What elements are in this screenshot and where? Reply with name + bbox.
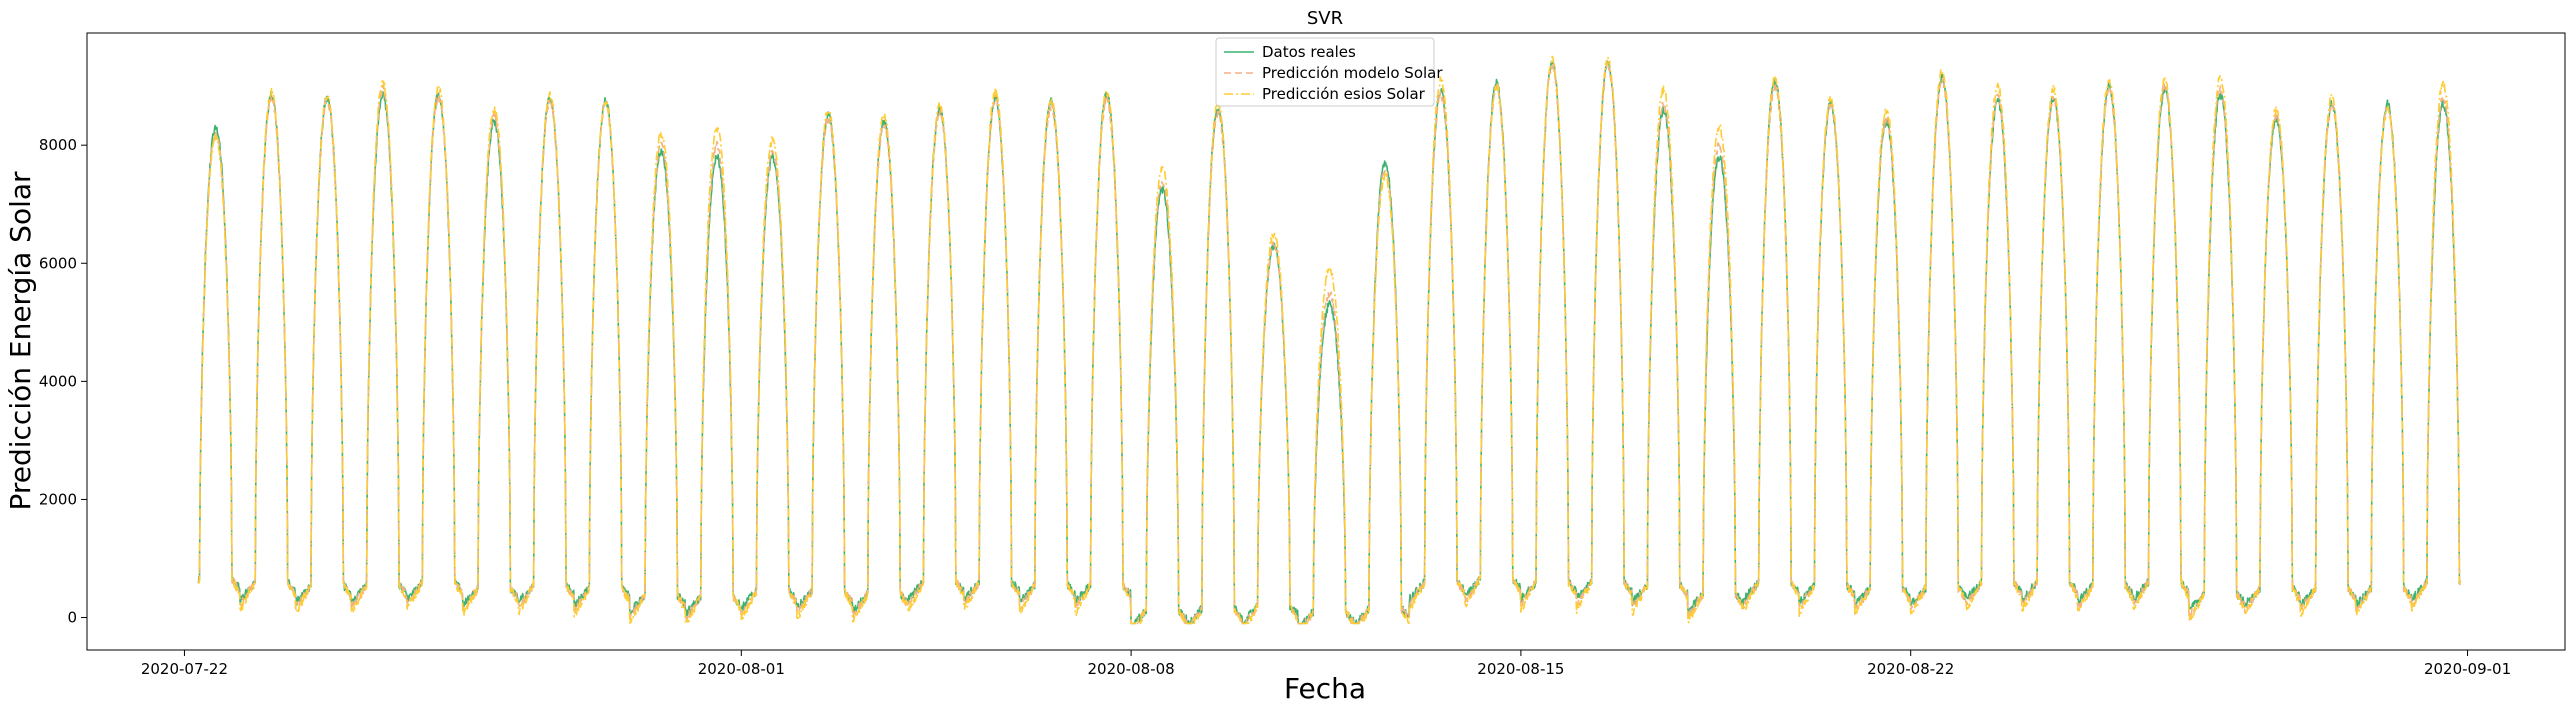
- series-line-1: [197, 60, 2462, 625]
- x-axis-label: Fecha: [1284, 672, 1366, 705]
- x-tick-label: 2020-08-22: [1867, 660, 1954, 678]
- plot-frame: [86, 32, 2566, 651]
- y-tick-label: 8000: [39, 136, 77, 154]
- x-axis: 2020-07-22 2020-08-01 2020-08-08 2020-08-15…: [141, 650, 2511, 678]
- series-layer: [197, 55, 2462, 625]
- x-tick-label: 2020-07-22: [141, 660, 228, 678]
- y-tick-label: 0: [67, 609, 77, 627]
- series-line-2: [197, 61, 2462, 625]
- series-line-3: [197, 55, 2462, 625]
- legend-box: [1215, 37, 1435, 107]
- legend: Datos reales Predicción modelo Solar Predi…: [1215, 37, 1443, 107]
- y-tick-label: 2000: [39, 490, 77, 508]
- y-axis: 0 2000 4000 6000 8000: [39, 136, 87, 627]
- chart-title: SVR: [1307, 8, 1343, 29]
- y-tick-label: 4000: [39, 372, 77, 390]
- y-tick-label: 6000: [39, 254, 77, 272]
- legend-label: Predicción modelo Solar: [1262, 64, 1443, 82]
- legend-label: Predicción esios Solar: [1262, 85, 1426, 103]
- x-tick-label: 2020-08-01: [698, 660, 785, 678]
- x-tick-label: 2020-08-15: [1477, 660, 1564, 678]
- x-tick-label: 2020-09-01: [2424, 660, 2511, 678]
- legend-label: Datos reales: [1262, 43, 1356, 61]
- y-axis-label: Predicción Energía Solar: [4, 171, 37, 511]
- x-tick-label: 2020-08-08: [1088, 660, 1175, 678]
